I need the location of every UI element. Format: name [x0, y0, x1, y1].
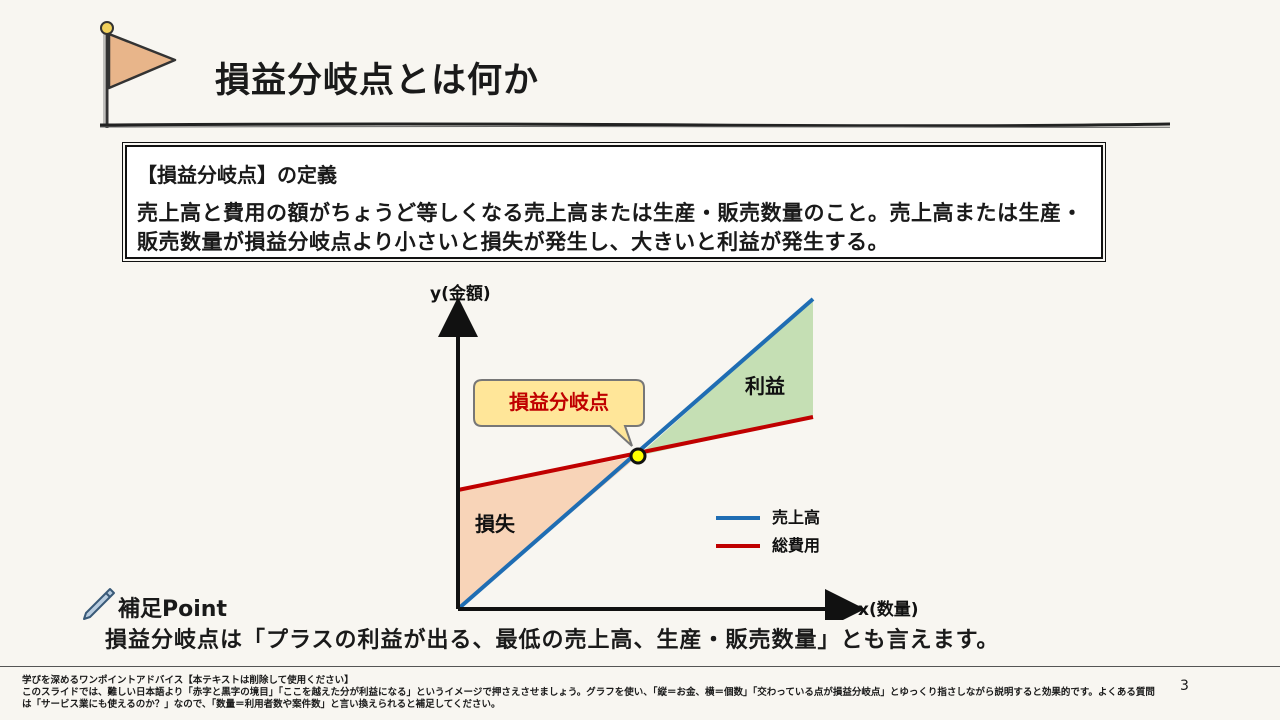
speaker-notes: 学びを深めるワンポイントアドバイス【本テキストは削除して使用ください】 このスラ…	[22, 675, 1162, 711]
definition-body: 売上高と費用の額がちょうど等しくなる売上高または生産・販売数量のこと。売上高また…	[137, 201, 1083, 254]
flag-icon	[100, 21, 177, 128]
callout-bubble	[473, 379, 645, 447]
pen-icon	[83, 588, 115, 620]
notes-heading: 学びを深めるワンポイントアドバイス【本テキストは削除して使用ください】	[22, 675, 354, 686]
definition-heading: 【損益分岐点】の定義	[137, 163, 337, 187]
y-axis-label: y(金額)	[430, 283, 491, 304]
break-even-diagram: y(金額) x(数量) 損益分岐点 利益 損失 売上高 総費用	[430, 283, 919, 620]
footer-divider	[0, 666, 1280, 667]
legend-label-cost: 総費用	[772, 536, 820, 555]
break-even-point	[629, 447, 647, 465]
profit-label: 利益	[745, 374, 785, 398]
point-label: 補足Point	[118, 597, 227, 622]
legend-label-sales: 売上高	[772, 508, 820, 527]
x-axis-label: x(数量)	[858, 599, 919, 620]
title-divider	[100, 122, 1170, 128]
page-number: 3	[1180, 678, 1189, 694]
page-title: 損益分岐点とは何か	[215, 61, 540, 101]
definition-box: 【損益分岐点】の定義 売上高と費用の額がちょうど等しくなる売上高または生産・販売…	[122, 142, 1106, 262]
notes-body: このスライドでは、難しい日本語より「赤字と黒字の境目」「ここを越えた分が利益にな…	[22, 687, 1155, 710]
loss-label: 損失	[475, 512, 516, 536]
callout-label: 損益分岐点	[509, 390, 609, 414]
point-text: 損益分岐点は「プラスの利益が出る、最低の売上高、生産・販売数量」とも言えます。	[105, 628, 1000, 653]
